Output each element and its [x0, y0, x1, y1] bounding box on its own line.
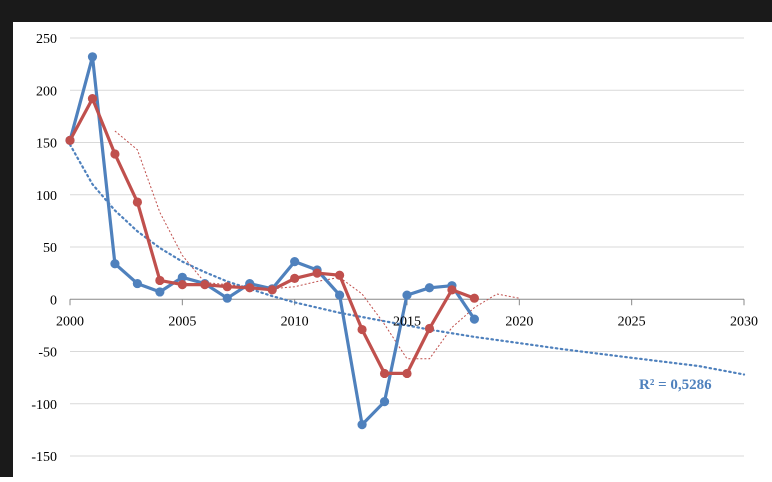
- y-tick-label: 50: [43, 241, 57, 256]
- y-tick-label: 0: [50, 293, 57, 308]
- data-point-series-1: [335, 290, 345, 300]
- data-point-series-1: [357, 420, 367, 430]
- data-point-series-2: [222, 282, 232, 292]
- data-point-series-2: [469, 293, 479, 303]
- x-tick-label: 2015: [393, 314, 421, 329]
- data-point-series-2: [267, 285, 277, 295]
- data-point-series-1: [469, 314, 479, 324]
- x-tick-label: 2030: [730, 314, 758, 329]
- x-tick-label: 2000: [56, 314, 84, 329]
- data-point-series-2: [402, 368, 412, 379]
- data-point-series-2: [357, 324, 367, 335]
- data-point-series-1: [110, 259, 120, 269]
- x-tick-label: 2005: [168, 314, 196, 329]
- y-tick-label: -100: [31, 398, 57, 413]
- data-point-series-2: [290, 273, 300, 283]
- r-squared-annotation: R² = 0,5286: [639, 377, 712, 393]
- data-point-series-2: [155, 275, 165, 286]
- data-point-series-2: [245, 283, 255, 293]
- y-tick-label: -150: [31, 450, 57, 465]
- data-point-series-2: [312, 268, 322, 278]
- data-point-series-2: [177, 280, 187, 290]
- data-point-series-1: [402, 290, 412, 300]
- data-point-series-2: [379, 368, 390, 379]
- tick-labels: 250 200 150 100 50 0 -50 -100 -150 2000 2005 2010 20…: [31, 32, 758, 465]
- data-point-series-2: [200, 280, 210, 290]
- x-tick-label: 2020: [505, 314, 533, 329]
- data-point-series-1: [379, 397, 390, 407]
- data-point-series-1: [132, 278, 142, 289]
- data-point-series-2: [65, 135, 75, 146]
- x-tick-label: 2025: [618, 314, 646, 329]
- trendlines: [68, 130, 746, 376]
- y-tick-label: -50: [38, 346, 57, 361]
- data-point-series-1: [87, 52, 98, 62]
- trendline-moving-average: [114, 130, 520, 360]
- grid: [70, 37, 744, 457]
- data-point-series-1: [424, 283, 435, 293]
- data-point-series-1: [290, 257, 300, 267]
- data-point-series-2: [87, 94, 98, 104]
- trendline-fit: [68, 143, 746, 376]
- left-border: [0, 0, 13, 477]
- y-tick-label: 200: [36, 84, 57, 99]
- data-point-series-2: [335, 270, 345, 280]
- data-point-series-2: [447, 285, 457, 295]
- data-point-series-1: [155, 287, 165, 297]
- top-border: [0, 0, 772, 22]
- x-tick-label: 2010: [281, 314, 309, 329]
- data-point-series-2: [132, 197, 142, 207]
- data-point-series-2: [424, 323, 435, 334]
- series-points: [65, 52, 479, 430]
- data-point-series-1: [222, 293, 232, 303]
- y-tick-label: 100: [36, 189, 57, 204]
- data-point-series-1: [177, 272, 187, 282]
- y-tick-label: 250: [36, 32, 57, 47]
- data-point-series-2: [110, 149, 120, 159]
- y-tick-label: 150: [36, 137, 57, 152]
